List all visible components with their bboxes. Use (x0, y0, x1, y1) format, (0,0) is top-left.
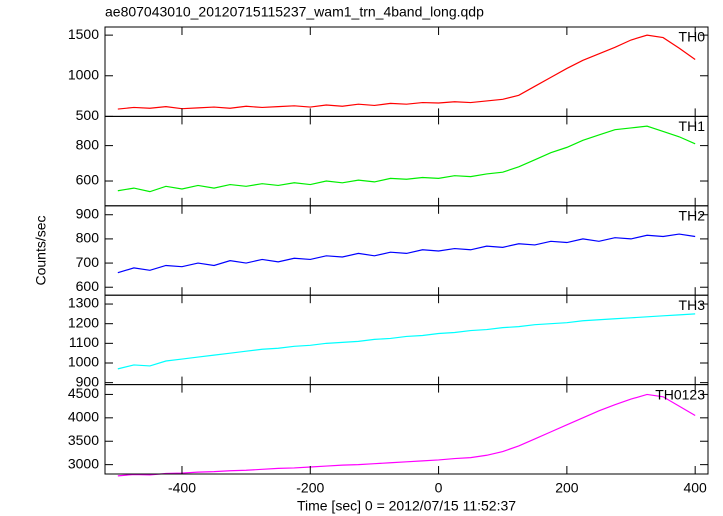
x-tick-label: 0 (435, 480, 443, 496)
y-tick-label: 900 (76, 205, 100, 221)
y-tick-label: 600 (76, 278, 100, 294)
y-tick-label: 1300 (68, 295, 99, 311)
panel-label: TH0 (679, 29, 706, 45)
panel-frame (104, 294, 709, 386)
y-tick-label: 1500 (68, 26, 99, 42)
y-tick-label: 1000 (68, 354, 99, 370)
y-tick-label: 700 (76, 254, 100, 270)
data-line (117, 393, 696, 477)
y-tick-label: 1000 (68, 66, 99, 82)
x-axis-title: Time [sec] 0 = 2012/07/15 11:52:37 (297, 498, 516, 514)
data-line (117, 125, 696, 193)
panel-frame (104, 205, 709, 296)
y-tick-label: 800 (76, 230, 100, 246)
data-line (117, 313, 696, 370)
y-tick-label: 4500 (68, 385, 99, 401)
y-tick-label: 1100 (69, 334, 99, 350)
x-tick-label: 200 (555, 480, 579, 496)
panel-label: TH3 (679, 297, 706, 313)
x-tick-label: -200 (296, 480, 324, 496)
panel-frame (104, 26, 709, 117)
x-tick-label: 400 (683, 480, 707, 496)
y-tick-label: 600 (76, 172, 100, 188)
y-tick-label: 3000 (68, 455, 99, 471)
panel-label: TH2 (679, 208, 706, 224)
y-tick-label: 4000 (68, 409, 99, 425)
y-tick-label: 800 (76, 136, 100, 152)
chart-title: ae807043010_20120715115237_wam1_trn_4ban… (105, 4, 484, 20)
y-tick-label: 900 (76, 373, 100, 389)
panel-label: TH0123 (655, 386, 705, 402)
data-line (117, 34, 696, 110)
x-tick-label: -400 (168, 480, 196, 496)
y-axis-title: Counts/sec (33, 215, 49, 285)
y-tick-label: 1200 (68, 314, 99, 330)
data-line (117, 233, 696, 274)
y-tick-label: 500 (76, 107, 100, 123)
y-tick-label: 3500 (68, 432, 99, 448)
panel-frame (104, 384, 709, 475)
panel-label: TH1 (679, 118, 706, 134)
